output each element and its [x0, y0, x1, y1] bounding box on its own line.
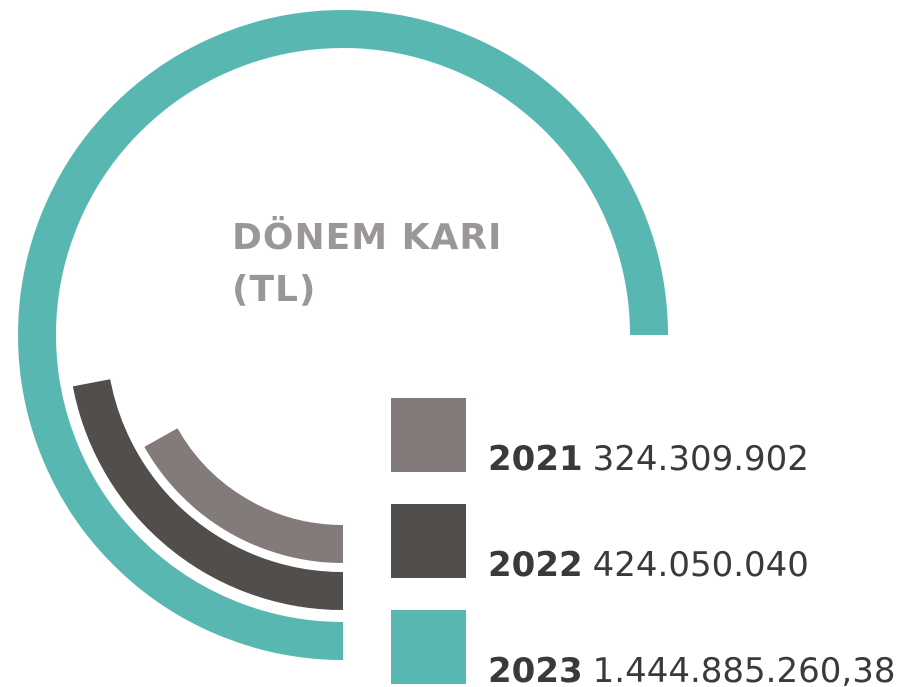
legend-year: 2021	[488, 439, 583, 479]
legend-swatch	[391, 610, 466, 684]
radial-bar	[72, 379, 344, 610]
legend-entry: 2023 1.444.885.260,38	[488, 651, 895, 687]
radial-bar	[18, 10, 668, 660]
legend-value: 424.050.040	[593, 545, 809, 585]
chart-title: DÖNEM KARI (TL)	[232, 217, 503, 310]
radial-bar	[144, 427, 344, 563]
legend-entry: 2022 424.050.040	[488, 545, 809, 585]
legend-entry: 2021 324.309.902	[488, 439, 809, 479]
legend-year: 2022	[488, 545, 583, 585]
legend-value: 324.309.902	[593, 439, 809, 479]
legend-swatch	[391, 398, 466, 472]
legend-year: 2023	[488, 651, 583, 687]
legend-swatch	[391, 504, 466, 578]
legend-value: 1.444.885.260,38	[593, 651, 896, 687]
